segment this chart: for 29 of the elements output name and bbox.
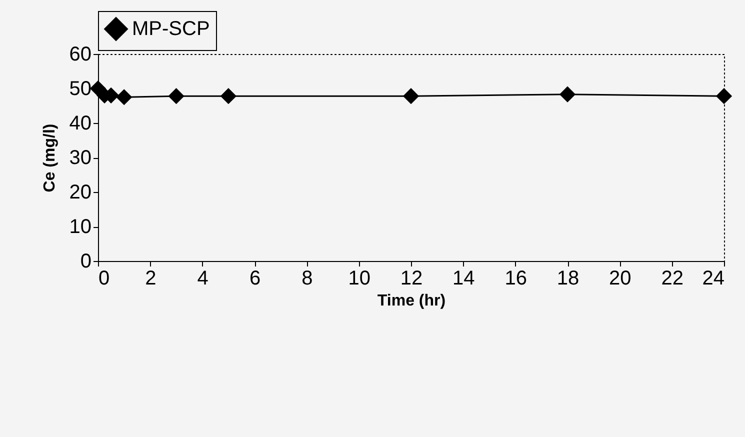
x-tick-label: 12	[400, 268, 423, 290]
x-tick-label: 18	[556, 268, 580, 290]
point	[402, 88, 420, 104]
y-tick-label: 50	[69, 78, 92, 100]
x-axis-title: Time (hr)	[377, 292, 446, 310]
point	[220, 88, 236, 104]
x-tick-label: 22	[661, 268, 684, 290]
x-tick-label: 0	[98, 268, 110, 290]
point	[559, 86, 576, 102]
point	[168, 88, 184, 104]
y-tick-label: 30	[69, 147, 92, 169]
x-tick-label: 4	[197, 268, 208, 290]
x-tick-label: 20	[609, 268, 632, 290]
x-tick-label: 10	[348, 268, 370, 290]
legend-label: MP-SCP	[132, 18, 210, 40]
y-tick-label: 0	[80, 250, 92, 272]
y-axis-title: Ce (mg/l)	[41, 124, 58, 192]
x-tick-label: 8	[302, 268, 313, 290]
x-tick-label: 2	[145, 268, 156, 290]
x-tick-label: 24	[702, 268, 724, 290]
point	[716, 88, 732, 104]
y-tick-label: 20	[69, 182, 92, 204]
point	[116, 89, 132, 106]
y-tick-label: 40	[69, 112, 92, 134]
y-tick-label: 60	[69, 44, 92, 66]
y-tick-label: 10	[69, 216, 92, 238]
x-tick-label: 6	[249, 268, 261, 290]
x-tick-label: 14	[452, 268, 475, 290]
x-tick-label: 16	[504, 268, 527, 290]
